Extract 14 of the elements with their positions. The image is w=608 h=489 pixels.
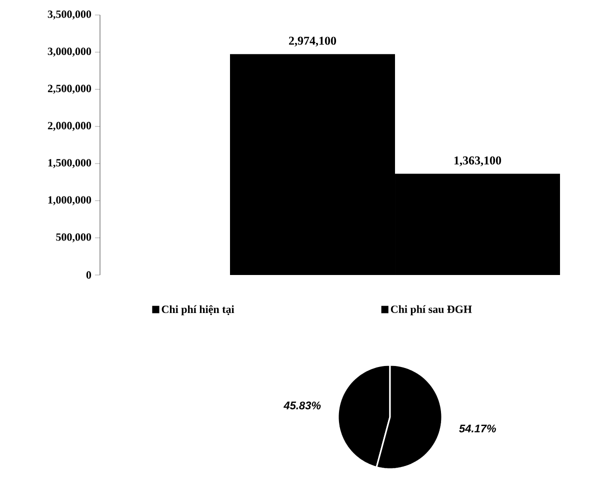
data-label: 2,974,100 — [289, 36, 336, 47]
data-label: 54.17% — [459, 424, 496, 432]
data-label: 45.83% — [284, 402, 321, 410]
y-tick-label: 3,000,000 — [48, 48, 92, 57]
legend-label: Chi phí sau ĐGH — [390, 305, 472, 316]
y-tick-label: 0 — [86, 271, 92, 279]
y-tick-label: 1,500,000 — [48, 159, 92, 168]
legend-label: Chi phí hiện tại — [162, 305, 234, 316]
y-tick-label: 3,500,000 — [48, 10, 92, 20]
y-tick-label: 500,000 — [56, 233, 92, 242]
data-label: 1,363,100 — [454, 156, 502, 166]
y-tick-label: 2,000,000 — [48, 122, 92, 131]
y-tick-label: 2,500,000 — [48, 84, 92, 94]
y-tick-label: 1,000,000 — [48, 196, 92, 206]
